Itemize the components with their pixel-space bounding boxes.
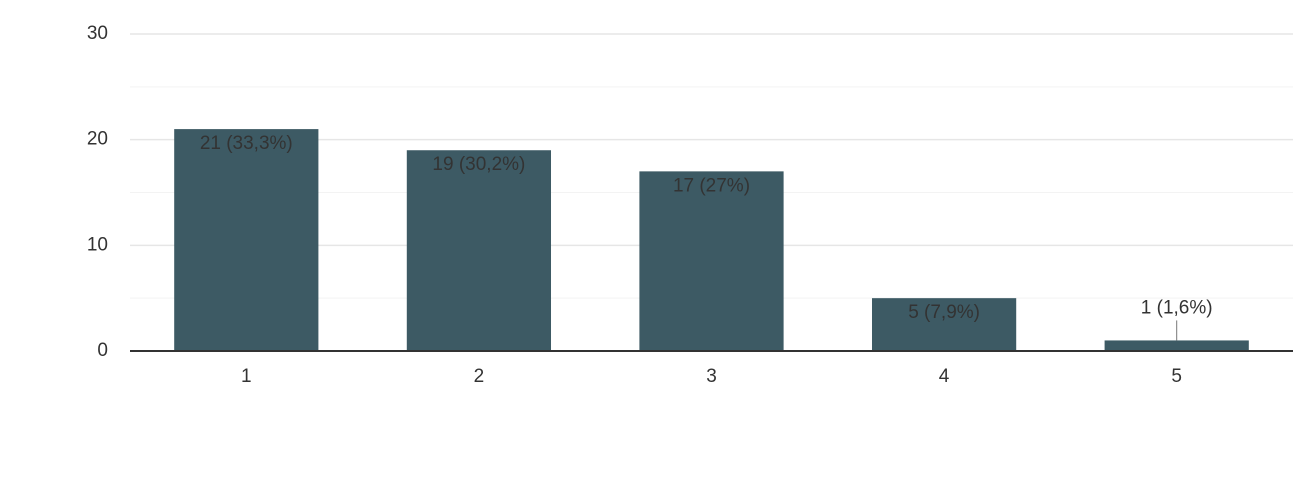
bar: [871, 298, 1017, 351]
value-label: 21 (33,3%): [200, 133, 293, 154]
bar: [406, 150, 552, 351]
value-label: 17 (27%): [673, 175, 750, 196]
value-label: 1 (1,6%): [1141, 297, 1213, 318]
y-tick-label: 10: [87, 234, 108, 255]
bar: [639, 171, 784, 351]
bar: [1104, 340, 1249, 351]
y-tick-label: 0: [97, 340, 108, 361]
value-label: 5 (7,9%): [908, 302, 980, 323]
x-tick-label: 2: [474, 366, 485, 387]
value-label: 19 (30,2%): [432, 154, 525, 175]
y-tick-label: 30: [87, 23, 108, 44]
x-tick-label: 4: [939, 366, 950, 387]
bar: [174, 129, 319, 351]
x-tick-label: 5: [1171, 366, 1182, 387]
y-tick-label: 20: [87, 129, 108, 150]
x-tick-label: 3: [706, 366, 717, 387]
x-tick-label: 1: [241, 366, 252, 387]
